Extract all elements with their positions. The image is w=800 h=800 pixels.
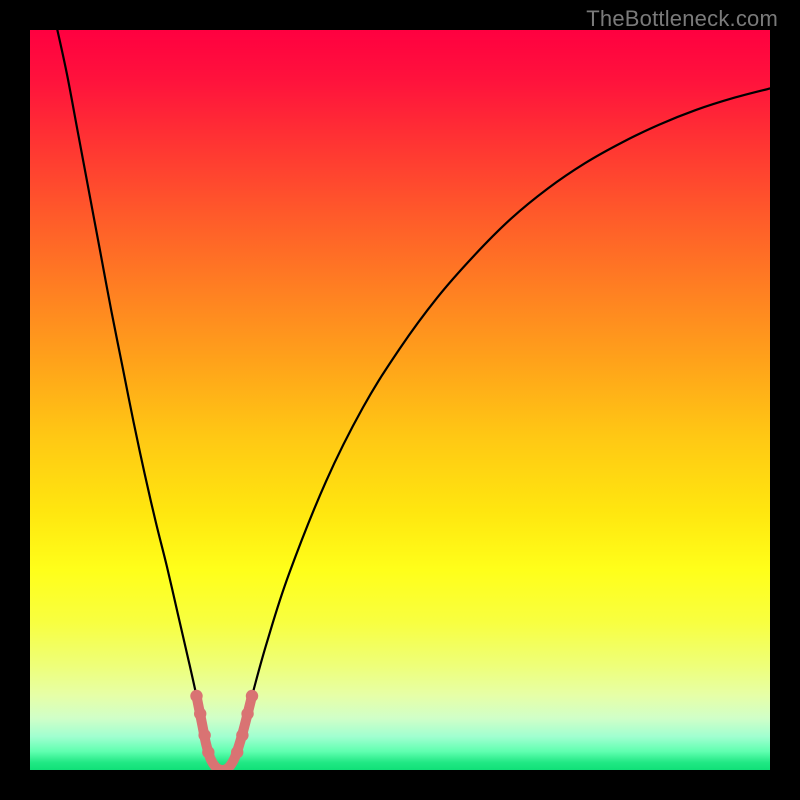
highlight-dot	[202, 746, 214, 758]
highlight-dot	[246, 690, 258, 702]
highlight-dot	[241, 708, 253, 720]
highlight-dot	[231, 746, 243, 758]
watermark-text: TheBottleneck.com	[586, 6, 778, 32]
highlight-dot	[236, 729, 248, 741]
highlight-dot	[190, 690, 202, 702]
bottleneck-chart	[30, 30, 770, 770]
highlight-dot	[198, 729, 210, 741]
highlight-dot	[194, 708, 206, 720]
plot-background	[30, 30, 770, 770]
